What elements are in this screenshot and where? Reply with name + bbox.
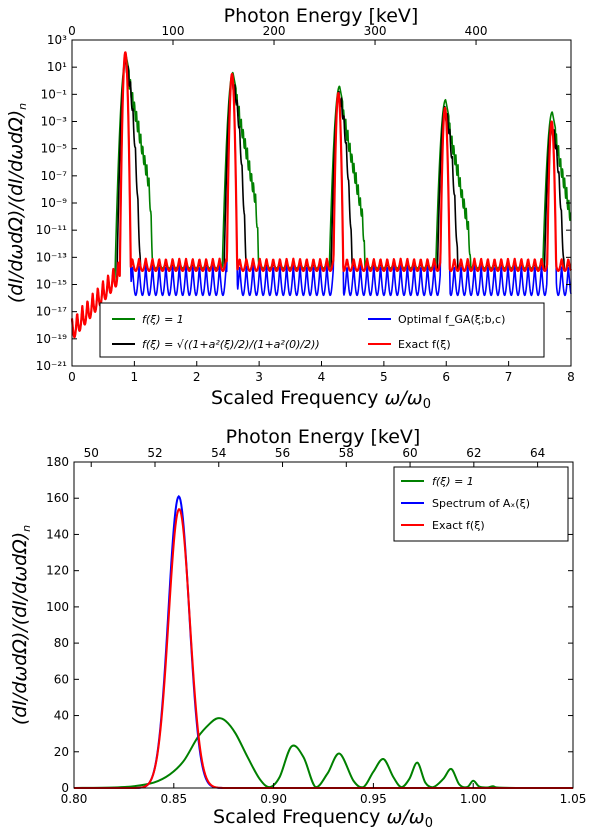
top-panel-x-tick-label: 0 <box>68 370 76 384</box>
bottom-panel-y-tick-label: 140 <box>46 527 69 541</box>
top-panel-top-axis-label: Photon Energy [keV] <box>224 5 419 27</box>
top-panel-y-tick-label: 10⁻¹⁹ <box>36 332 67 346</box>
bottom-panel-x-tick-label: 0.80 <box>61 792 88 806</box>
bottom-panel-series-line <box>73 717 573 789</box>
top-panel-series-group <box>70 51 573 339</box>
top-panel-y-tick-label: 10³ <box>47 33 67 47</box>
top-panel-legend: f(ξ) = 1 f(ξ) = √((1+a²(ξ)/2)/(1+a²(0)/2… <box>99 302 545 358</box>
bottom-panel-top-tick-label: 64 <box>530 446 545 460</box>
top-panel-x-tick-label: 6 <box>442 370 450 384</box>
bottom-panel-y-tick-label: 0 <box>61 781 69 795</box>
bottom-panel-x-tick-label: 1.05 <box>560 792 587 806</box>
top-panel-top-tick-label: 0 <box>68 24 76 38</box>
top-panel-series-line <box>70 51 573 339</box>
bottom-panel-y-tick-label: 180 <box>46 455 69 469</box>
top-panel-y-tick-label: 10⁻¹⁷ <box>36 305 67 319</box>
bottom-panel-x-axis-label: Scaled Frequency ω/ω0 <box>213 806 433 831</box>
bottom-panel-x-tick-label: 0.85 <box>160 792 187 806</box>
top-panel-x-tick-label: 5 <box>380 370 388 384</box>
top-panel-y-tick-label: 10⁻¹⁵ <box>36 278 67 292</box>
top-panel-series-line <box>71 55 572 338</box>
top-panel-x-axis-label: Scaled Frequency ω/ω0 <box>211 387 431 412</box>
bottom-panel-top-tick-label: 58 <box>339 446 354 460</box>
bottom-panel-x-tick-label: 0.95 <box>360 792 387 806</box>
bottom-panel-x-tick-label: 1.00 <box>460 792 487 806</box>
top-panel-top-tick-label: 200 <box>263 24 286 38</box>
top-panel-y-tick-label: 10⁻²¹ <box>36 359 67 373</box>
bottom-panel-axes: 0.80 0.85 0.90 0.95 1.00 1.05 50 52 54 56 58 60 62 64… <box>46 446 586 806</box>
bottom-panel-legend: f(ξ) = 1 Spectrum of Aₓ(ξ) Exact f(ξ) <box>393 466 569 542</box>
panel-bottom-linear-spectrum: Photon Energy [keV] 0.80 0.85 0.90 0.95 1.00… <box>9 426 586 831</box>
top-panel-y-tick-label: 10⁻¹ <box>41 87 68 101</box>
top-panel-y-tick-label: 10⁻⁷ <box>41 169 68 183</box>
top-panel-x-tick-label: 3 <box>255 370 263 384</box>
panel-top-log-spectrum: Photon Energy [keV] 0 1 2 3 4 5 6 7 8 0 100 200 300 4… <box>5 5 575 412</box>
top-panel-y-tick-label: 10⁻¹¹ <box>36 223 67 237</box>
bottom-panel-top-tick-label: 60 <box>402 446 417 460</box>
bottom-panel-top-tick-label: 62 <box>466 446 481 460</box>
top-panel-x-tick-label: 7 <box>505 370 513 384</box>
legend-label-f-sqrt: f(ξ) = √((1+a²(ξ)/2)/(1+a²(0)/2)) <box>142 338 320 351</box>
bottom-panel-top-tick-label: 54 <box>211 446 226 460</box>
top-panel-x-tick-label: 4 <box>318 370 326 384</box>
top-panel-axes: 0 1 2 3 4 5 6 7 8 0 100 200 300 400 10³ 10¹ 10⁻¹ 10⁻³ 10⁻⁵… <box>36 24 575 384</box>
bottom-panel-y-tick-label: 120 <box>46 564 69 578</box>
legend-label-spectrum-ax: Spectrum of Aₓ(ξ) <box>432 497 530 510</box>
bottom-panel-y-tick-label: 20 <box>54 745 69 759</box>
top-panel-x-tick-label: 1 <box>131 370 139 384</box>
top-panel-y-tick-label: 10⁻¹³ <box>36 250 67 264</box>
bottom-panel-x-tick-label: 0.90 <box>260 792 287 806</box>
top-panel-legend-box <box>99 302 545 358</box>
bottom-panel-top-tick-label: 56 <box>275 446 290 460</box>
bottom-panel-top-tick-label: 50 <box>84 446 99 460</box>
top-panel-x-tick-label: 2 <box>193 370 201 384</box>
top-panel-series-line <box>71 51 572 338</box>
top-panel-top-tick-label: 100 <box>162 24 185 38</box>
bottom-panel-top-axis-label: Photon Energy [keV] <box>226 426 421 448</box>
legend-label-f-equals-one-b: f(ξ) = 1 <box>432 475 474 488</box>
top-panel-x-tick-label: 8 <box>567 370 575 384</box>
top-panel-top-tick-label: 300 <box>364 24 387 38</box>
bottom-panel-top-tick-label: 52 <box>147 446 162 460</box>
bottom-panel-plot-frame <box>73 461 574 789</box>
top-panel-y-axis-label: (dI/dωdΩ)/(dI/dωdΩ)n <box>5 103 29 303</box>
bottom-panel-series-line <box>74 508 573 789</box>
legend-label-exact-b: Exact f(ξ) <box>432 519 485 532</box>
legend-label-f-equals-one: f(ξ) = 1 <box>142 313 184 326</box>
bottom-panel-y-tick-label: 80 <box>54 636 69 650</box>
top-panel-y-tick-label: 10¹ <box>47 60 67 74</box>
bottom-panel-y-tick-label: 40 <box>54 709 69 723</box>
bottom-panel-y-tick-label: 160 <box>46 491 69 505</box>
legend-label-exact: Exact f(ξ) <box>398 338 451 351</box>
top-panel-y-tick-label: 10⁻⁹ <box>41 196 68 210</box>
top-panel-series-line <box>71 58 572 338</box>
top-panel-y-tick-label: 10⁻⁵ <box>41 142 68 156</box>
top-panel-top-tick-label: 400 <box>465 24 488 38</box>
bottom-panel-y-tick-label: 100 <box>46 600 69 614</box>
bottom-panel-y-tick-label: 60 <box>54 672 69 686</box>
bottom-panel-y-axis-label: (dI/dωdΩ)/(dI/dωdΩ)n <box>9 525 33 725</box>
legend-label-optimal: Optimal f_GA(ξ;b,c) <box>398 313 505 326</box>
top-panel-y-tick-label: 10⁻³ <box>41 115 68 129</box>
